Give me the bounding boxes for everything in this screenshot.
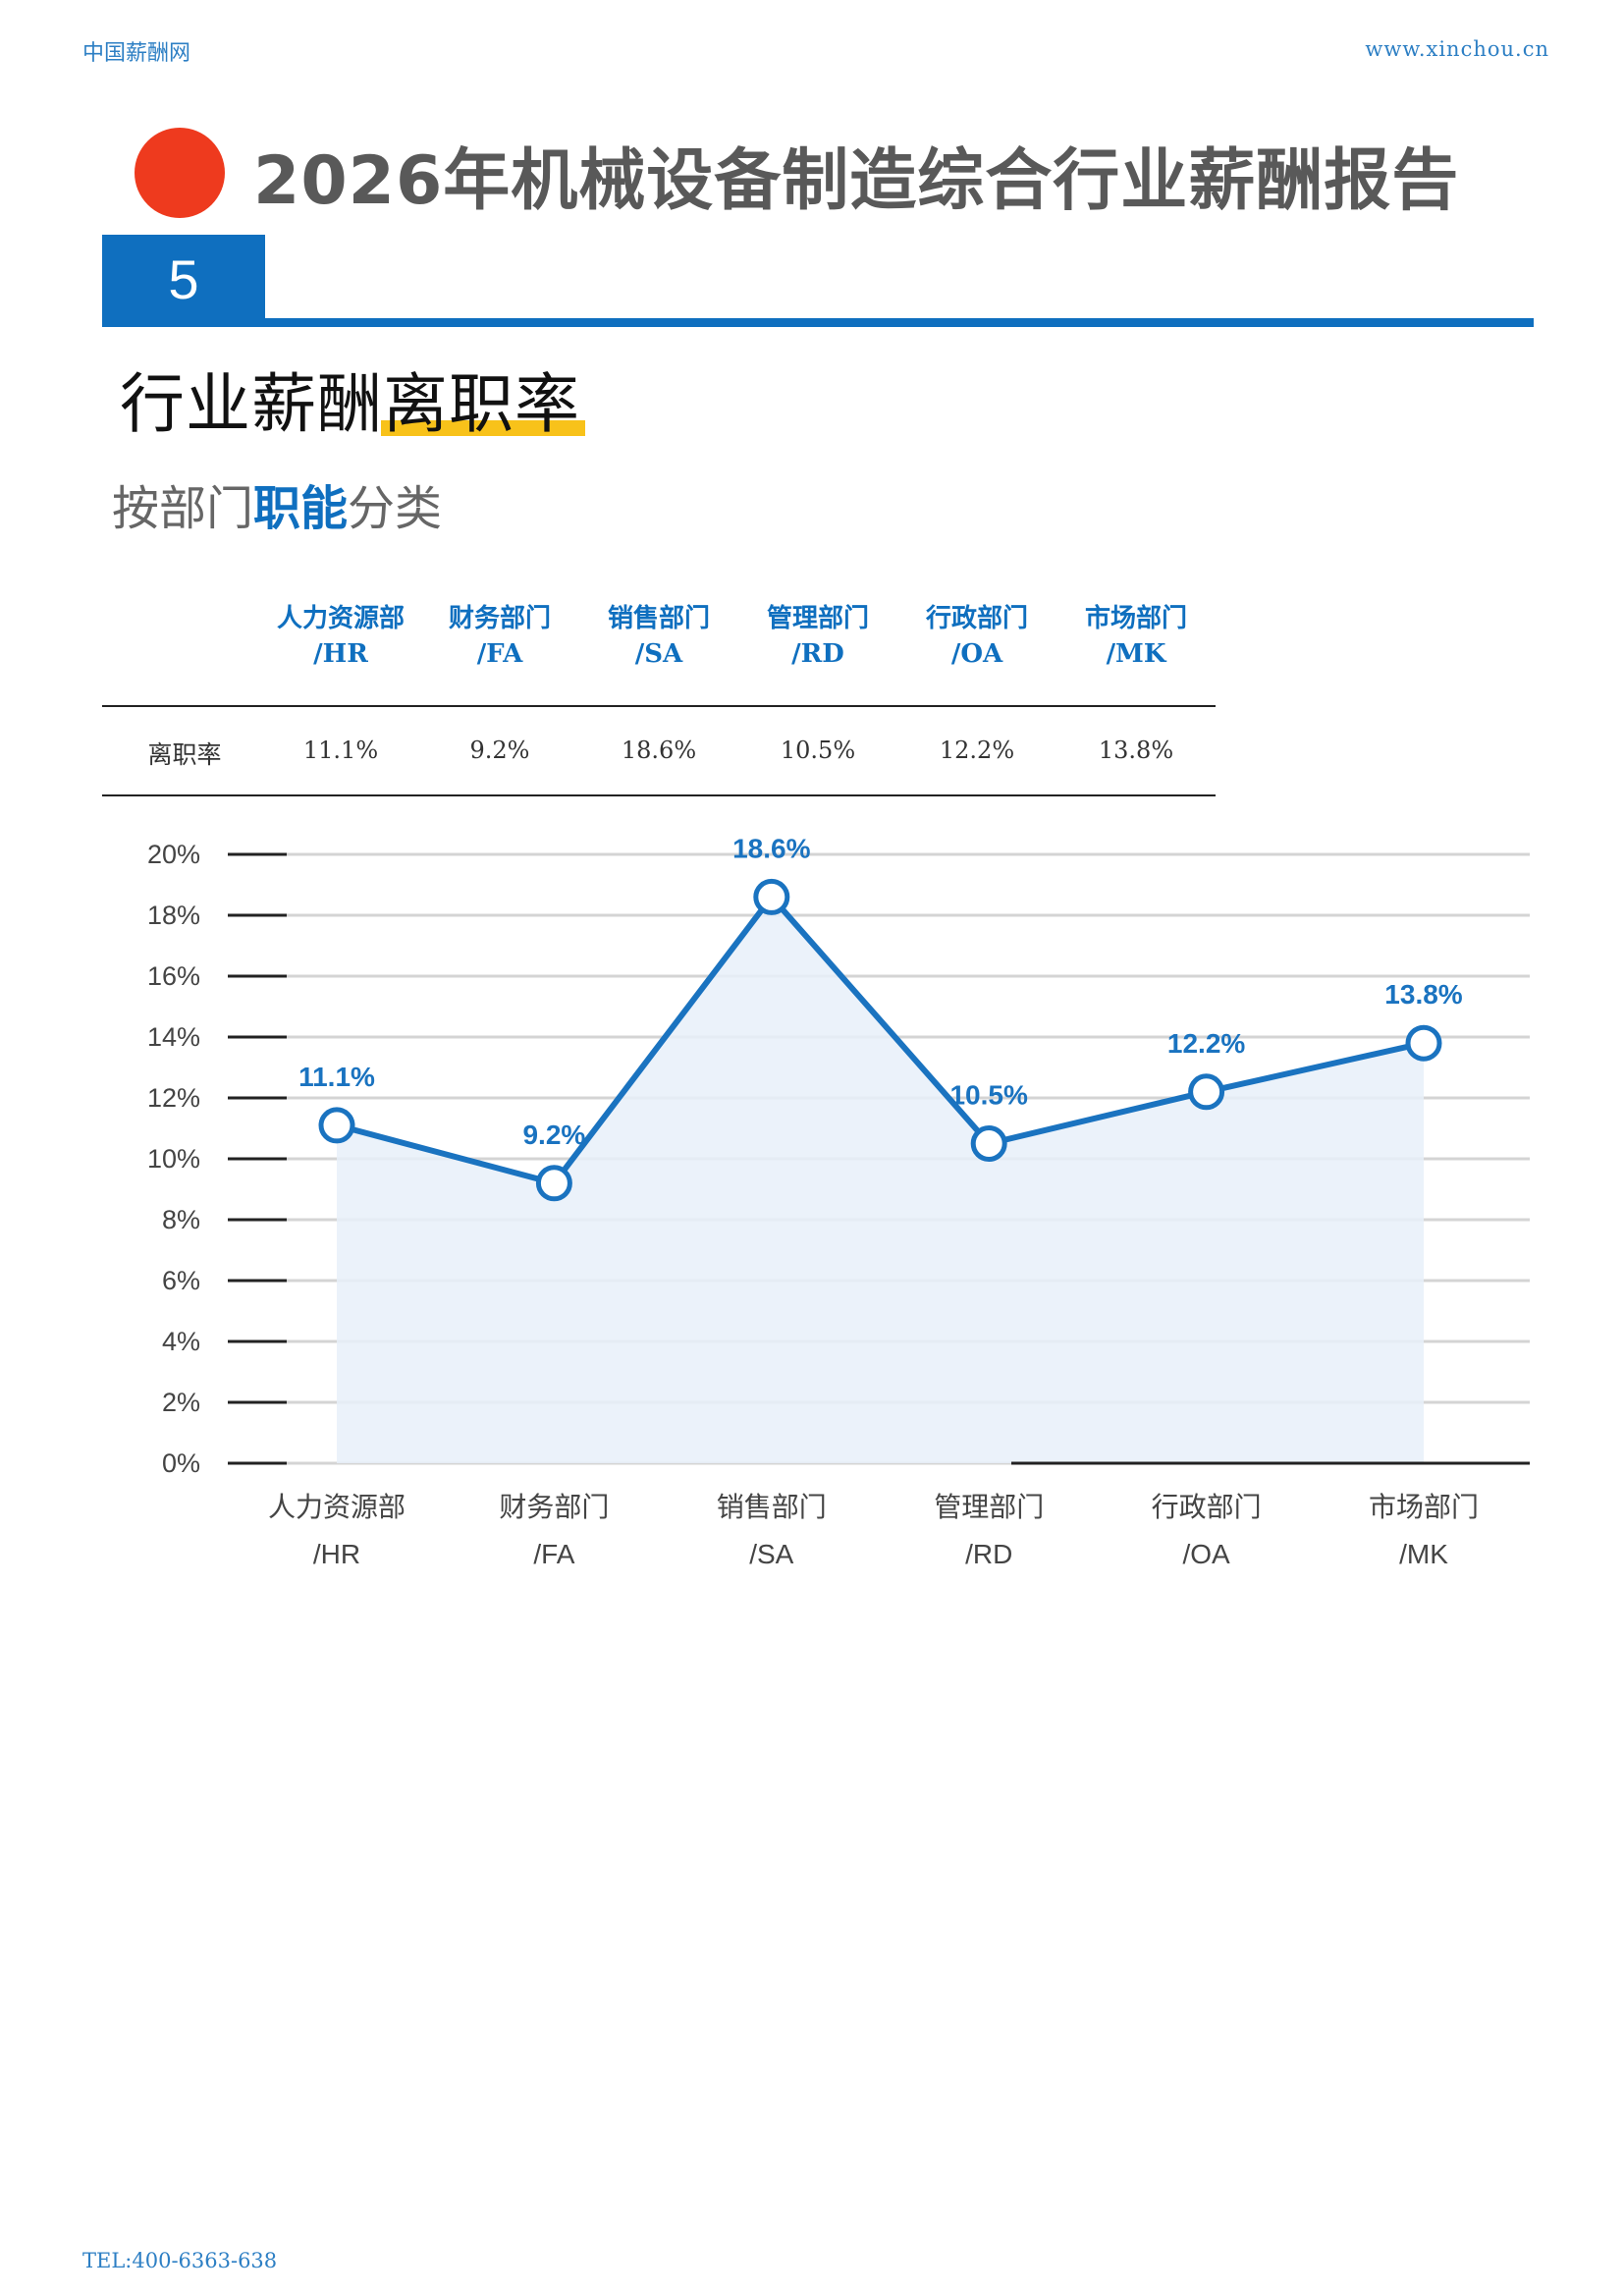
y-tick-label: 2% xyxy=(162,1388,200,1417)
data-point xyxy=(318,1107,355,1144)
table-row-label: 离职率 xyxy=(147,740,222,769)
x-category-label: 人力资源部 xyxy=(268,1491,406,1523)
data-point xyxy=(1405,1024,1442,1062)
table-header-sa: 销售部门/SA xyxy=(607,604,710,669)
section-title-wrap: 行业薪酬离职率 xyxy=(120,352,580,446)
x-category-label: 财务部门 xyxy=(499,1491,609,1523)
data-point xyxy=(1188,1073,1225,1111)
table-header-hr: 人力资源部/HR xyxy=(276,604,405,669)
y-tick-label: 16% xyxy=(147,961,200,991)
area-fill xyxy=(337,897,1424,1463)
site-url[interactable]: www.xinchou.cn xyxy=(1365,37,1549,61)
x-category-label: 销售部门 xyxy=(717,1491,827,1523)
data-label: 10.5% xyxy=(949,1080,1027,1111)
y-tick-label: 6% xyxy=(162,1266,200,1295)
x-category-label: 市场部门 xyxy=(1369,1491,1479,1523)
footer-tel: TEL:400-6363-638 xyxy=(82,2249,278,2272)
title-dot-icon xyxy=(135,128,225,218)
x-category-code: /FA xyxy=(533,1539,574,1569)
x-category-code: /SA xyxy=(749,1539,793,1569)
table-header-mk: 市场部门/MK xyxy=(1084,604,1187,669)
y-tick-label: 20% xyxy=(147,840,200,869)
y-tick-label: 12% xyxy=(147,1083,200,1113)
title-highlight xyxy=(381,420,585,436)
x-category-code: /HR xyxy=(313,1539,360,1569)
subtitle-emphasis: 职能 xyxy=(253,481,349,536)
data-label: 11.1% xyxy=(298,1062,375,1092)
y-tick-label: 10% xyxy=(147,1144,200,1174)
y-tick-label: 18% xyxy=(147,901,200,930)
x-category-code: /OA xyxy=(1182,1539,1230,1569)
y-tick-label: 14% xyxy=(147,1022,200,1052)
table-cell-oa: 12.2% xyxy=(939,737,1015,764)
subtitle-prefix: 按部门 xyxy=(112,481,254,536)
table-cell-sa: 18.6% xyxy=(621,737,697,764)
y-tick-label: 8% xyxy=(162,1205,200,1234)
table-bottom-rule xyxy=(102,794,1216,796)
data-label: 9.2% xyxy=(522,1120,585,1150)
x-category-code: /MK xyxy=(1399,1539,1448,1569)
table-cell-fa: 9.2% xyxy=(469,737,530,764)
subtitle-suffix: 分类 xyxy=(348,481,443,536)
table-top-rule xyxy=(102,705,1216,707)
series-line xyxy=(336,894,1425,1186)
table-cell-mk: 13.8% xyxy=(1098,737,1174,764)
section-number: 5 xyxy=(102,235,265,323)
table-cell-rd: 10.5% xyxy=(780,737,856,764)
data-label: 13.8% xyxy=(1384,979,1462,1010)
x-category-label: 管理部门 xyxy=(934,1491,1044,1523)
data-label: 18.6% xyxy=(732,833,810,863)
report-title: 2026年机械设备制造综合行业薪酬报告 xyxy=(253,142,1460,220)
table-cell-hr: 11.1% xyxy=(302,737,379,764)
data-label: 12.2% xyxy=(1167,1028,1245,1059)
data-point xyxy=(535,1165,572,1202)
subtitle: 按部门职能分类 xyxy=(112,469,442,538)
y-tick-label: 4% xyxy=(162,1327,200,1356)
table-header-fa: 财务部门/FA xyxy=(448,604,551,669)
section-divider xyxy=(102,318,1534,327)
table-header-oa: 行政部门/OA xyxy=(925,604,1028,669)
x-category-code: /RD xyxy=(965,1539,1012,1569)
y-tick-label: 0% xyxy=(162,1449,200,1478)
section-title: 行业薪酬离职率 xyxy=(120,366,580,442)
table-header-rd: 管理部门/RD xyxy=(766,604,869,669)
site-name: 中国薪酬网 xyxy=(82,41,191,66)
x-category-label: 行政部门 xyxy=(1152,1491,1262,1523)
data-point xyxy=(753,878,790,915)
data-point xyxy=(970,1125,1007,1162)
